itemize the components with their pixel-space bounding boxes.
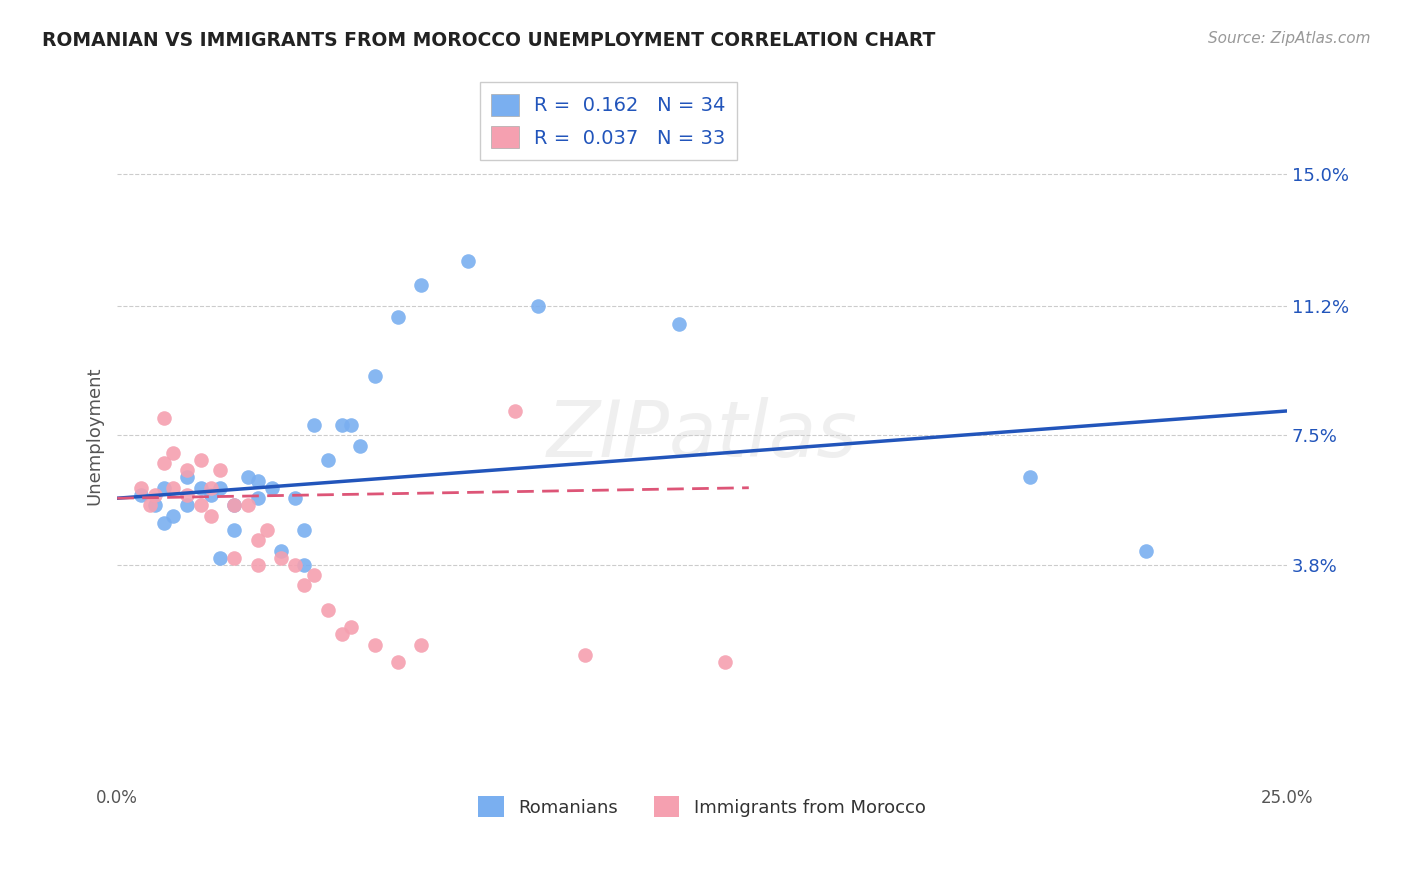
Point xyxy=(143,498,166,512)
Point xyxy=(340,620,363,634)
Point xyxy=(270,543,292,558)
Point xyxy=(129,481,152,495)
Point xyxy=(224,498,246,512)
Point xyxy=(302,568,325,582)
Point xyxy=(246,491,269,506)
Point xyxy=(143,488,166,502)
Point xyxy=(256,523,278,537)
Text: ZIPatlas: ZIPatlas xyxy=(547,398,858,474)
Point xyxy=(260,481,283,495)
Point xyxy=(330,627,353,641)
Point xyxy=(668,317,690,331)
Point xyxy=(284,558,307,572)
Point xyxy=(176,470,198,484)
Point xyxy=(292,578,315,592)
Text: Source: ZipAtlas.com: Source: ZipAtlas.com xyxy=(1208,31,1371,46)
Point xyxy=(316,453,339,467)
Point xyxy=(503,404,526,418)
Point xyxy=(200,481,222,495)
Point xyxy=(411,278,433,293)
Point xyxy=(190,481,212,495)
Point xyxy=(209,481,232,495)
Point xyxy=(209,463,232,477)
Point xyxy=(302,417,325,432)
Point xyxy=(316,603,339,617)
Point xyxy=(387,310,409,324)
Point xyxy=(153,411,176,425)
Point xyxy=(176,463,198,477)
Point xyxy=(387,655,409,669)
Point xyxy=(162,508,184,523)
Point xyxy=(162,481,184,495)
Point xyxy=(176,498,198,512)
Point xyxy=(200,508,222,523)
Point xyxy=(363,369,385,384)
Point xyxy=(1135,543,1157,558)
Point xyxy=(340,417,363,432)
Y-axis label: Unemployment: Unemployment xyxy=(86,366,103,505)
Point xyxy=(270,550,292,565)
Text: ROMANIAN VS IMMIGRANTS FROM MOROCCO UNEMPLOYMENT CORRELATION CHART: ROMANIAN VS IMMIGRANTS FROM MOROCCO UNEM… xyxy=(42,31,935,50)
Point xyxy=(292,523,315,537)
Point xyxy=(330,417,353,432)
Point xyxy=(363,638,385,652)
Point xyxy=(153,516,176,530)
Point xyxy=(1018,470,1040,484)
Point xyxy=(246,558,269,572)
Point xyxy=(190,453,212,467)
Point xyxy=(284,491,307,506)
Point xyxy=(246,474,269,488)
Point xyxy=(176,488,198,502)
Point xyxy=(153,481,176,495)
Point xyxy=(153,456,176,470)
Point xyxy=(246,533,269,547)
Point xyxy=(162,446,184,460)
Point xyxy=(411,638,433,652)
Point xyxy=(457,253,479,268)
Point xyxy=(224,550,246,565)
Point xyxy=(190,498,212,512)
Legend: Romanians, Immigrants from Morocco: Romanians, Immigrants from Morocco xyxy=(471,789,932,824)
Point xyxy=(292,558,315,572)
Point xyxy=(224,523,246,537)
Point xyxy=(714,655,737,669)
Point xyxy=(139,498,162,512)
Point xyxy=(200,488,222,502)
Point xyxy=(129,488,152,502)
Point xyxy=(349,439,371,453)
Point xyxy=(527,299,550,313)
Point xyxy=(238,470,260,484)
Point xyxy=(574,648,596,663)
Point xyxy=(238,498,260,512)
Point xyxy=(209,550,232,565)
Point xyxy=(224,498,246,512)
